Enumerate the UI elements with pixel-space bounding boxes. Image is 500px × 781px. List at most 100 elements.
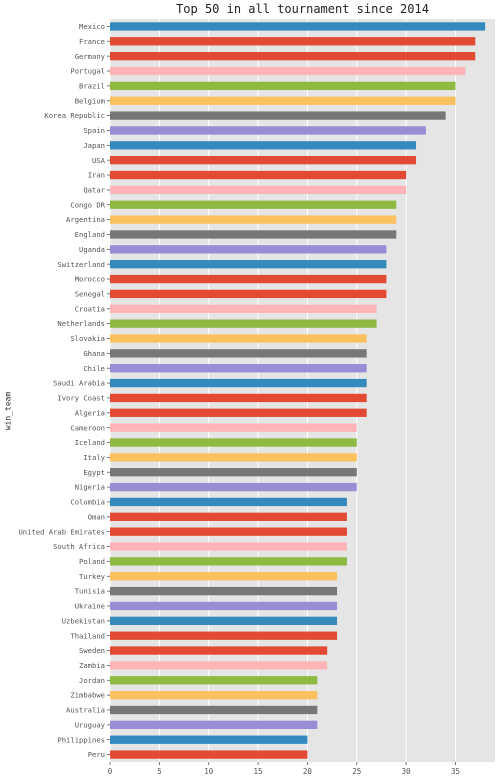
y-tick-label: Australia	[66, 706, 105, 715]
bar-poland	[110, 557, 347, 566]
y-tick-label: Iran	[88, 171, 105, 180]
bar-tunisia	[110, 586, 338, 596]
y-tick-label: Korea Republic	[44, 111, 105, 120]
y-tick-label: Senegal	[75, 290, 105, 299]
bar-senegal	[110, 289, 387, 299]
bar-switzerland	[110, 260, 387, 269]
x-tick-label: 25	[352, 767, 361, 776]
bar-turkey	[110, 572, 338, 581]
bar-uzbekistan	[110, 616, 338, 625]
x-tick-label: 5	[157, 767, 162, 776]
bar-spain	[110, 126, 426, 135]
bar-cameroon	[110, 423, 357, 432]
y-tick-label: Zimbabwe	[70, 691, 105, 700]
bar-thailand	[110, 631, 338, 640]
y-tick-label: Portugal	[70, 67, 105, 76]
y-tick-label: Argentina	[66, 215, 105, 224]
y-tick-label: Turkey	[79, 572, 106, 581]
bar-korea-republic	[110, 111, 446, 120]
y-tick-label: Ivory Coast	[57, 394, 105, 403]
y-tick-label: Ukraine	[75, 602, 105, 611]
y-tick-label: Saudi Arabia	[53, 379, 105, 388]
bar-algeria	[110, 408, 367, 417]
bar-ghana	[110, 349, 367, 358]
y-tick-label: France	[79, 37, 105, 46]
bar-france	[110, 37, 476, 46]
bar-ukraine	[110, 601, 338, 611]
x-tick-label: 30	[402, 767, 412, 776]
y-tick-label: Uruguay	[75, 720, 106, 729]
bar-chile	[110, 364, 367, 373]
bar-zambia	[110, 661, 328, 670]
y-tick-label: Thailand	[70, 631, 105, 640]
y-tick-label: Tunisia	[75, 587, 105, 596]
bar-oman	[110, 512, 347, 521]
x-tick-label: 20	[303, 767, 313, 776]
y-tick-label: Spain	[83, 126, 105, 135]
x-tick-label: 0	[108, 767, 113, 776]
bar-nigeria	[110, 482, 357, 492]
bars	[110, 22, 486, 759]
bar-uruguay	[110, 720, 318, 730]
bar-netherlands	[110, 319, 377, 328]
y-tick-label: Slovakia	[70, 334, 105, 343]
y-tick-label: Japan	[83, 141, 105, 150]
bar-morocco	[110, 274, 387, 284]
y-tick-label: Philippines	[57, 735, 105, 744]
y-tick-label: USA	[92, 156, 106, 165]
y-tick-label: Qatar	[83, 185, 105, 194]
y-tick-label: Morocco	[75, 275, 105, 284]
bar-sweden	[110, 646, 328, 655]
y-tick-label: South Africa	[53, 542, 105, 551]
chart-title: Top 50 in all tournament since 2014	[176, 2, 429, 16]
x-tick-label: 10	[204, 767, 214, 776]
bar-ivory-coast	[110, 393, 367, 403]
bar-congo-dr	[110, 200, 397, 209]
x-tick-label: 15	[254, 767, 263, 776]
bar-portugal	[110, 66, 466, 76]
x-tick-labels: 0 5 10 15 20 25 30 35	[108, 762, 460, 776]
bar-italy	[110, 453, 357, 462]
x-tick-label: 35	[451, 767, 460, 776]
y-tick-label: Belgium	[75, 96, 105, 105]
y-tick-label: Iceland	[75, 438, 105, 447]
y-tick-label: Switzerland	[57, 260, 105, 269]
bar-south-africa	[110, 542, 347, 551]
bar-germany	[110, 51, 476, 61]
bar-colombia	[110, 497, 347, 507]
bar-england	[110, 230, 397, 239]
bar-united-arab-emirates	[110, 527, 347, 536]
bar-brazil	[110, 81, 456, 91]
y-tick-label: Congo DR	[70, 200, 105, 209]
bar-slovakia	[110, 334, 367, 343]
y-tick-label: Germany	[75, 52, 106, 61]
y-tick-label: Chile	[83, 364, 105, 373]
y-tick-label: Uzbekistan	[62, 616, 105, 625]
bar-uganda	[110, 245, 387, 254]
bar-japan	[110, 141, 417, 150]
bar-croatia	[110, 304, 377, 313]
y-tick-label: United Arab Emirates	[18, 527, 105, 536]
y-tick-label: Brazil	[79, 81, 105, 90]
bar-qatar	[110, 185, 407, 195]
y-tick-label: Oman	[88, 512, 105, 521]
y-tick-label: Jordan	[79, 676, 105, 685]
y-tick-label: Italy	[83, 453, 105, 462]
y-tick-label: Algeria	[75, 408, 105, 417]
y-tick-label: Zambia	[79, 661, 105, 670]
y-tick-label: Colombia	[70, 498, 105, 507]
y-tick-label: Uganda	[79, 245, 105, 254]
y-tick-label: Sweden	[79, 646, 105, 655]
y-tick-label: Nigeria	[75, 483, 105, 492]
y-tick-label: Croatia	[75, 304, 105, 313]
y-tick-label: Ghana	[83, 349, 105, 358]
y-tick-label: Netherlands	[57, 319, 105, 328]
y-tick-labels: Mexico France Germany Portugal Brazil Belgium…	[18, 22, 110, 759]
y-tick-label: Egypt	[83, 468, 105, 477]
bar-usa	[110, 156, 417, 165]
bar-mexico	[110, 22, 486, 31]
y-tick-label: Mexico	[79, 22, 105, 31]
bar-jordan	[110, 676, 318, 685]
y-tick-label: Peru	[88, 750, 105, 759]
